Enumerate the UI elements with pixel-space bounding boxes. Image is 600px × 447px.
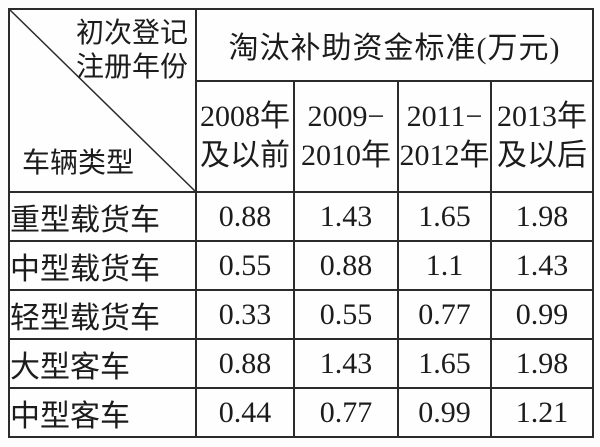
diagonal-divider — [10, 10, 195, 191]
corner-bottom-label: 车辆类型 — [22, 148, 135, 179]
corner-header-cell: 初次登记 注册年份 车辆类型 — [8, 8, 197, 193]
value-cell: 0.88 — [195, 338, 295, 389]
value-cell: 1.43 — [293, 191, 399, 242]
value-cell: 0.99 — [397, 387, 492, 438]
table-title: 淘汰补助资金标准(万元) — [194, 8, 595, 82]
value-cell: 1.43 — [489, 240, 595, 291]
value-cell: 1.1 — [397, 240, 492, 291]
row-label: 轻型载货车 — [8, 289, 197, 340]
header-row-columns: 2008年 及以前 2009− 2010年 2011− 2012年 2013年 … — [9, 79, 595, 194]
row-label: 重型载货车 — [8, 191, 197, 242]
value-cell: 0.88 — [195, 191, 295, 242]
row-label: 中型载货车 — [8, 240, 197, 291]
column-header-2011-2012: 2011− 2012年 — [397, 79, 492, 194]
row-label: 中型客车 — [8, 387, 197, 438]
column-header-2013: 2013年 及以后 — [489, 79, 595, 194]
corner-top-label: 初次登记 注册年份 — [75, 18, 188, 84]
value-cell: 0.77 — [293, 387, 399, 438]
value-cell: 0.88 — [293, 240, 399, 291]
table-row: 中型客车 0.44 0.77 0.99 1.21 — [8, 387, 595, 438]
value-cell: 0.99 — [489, 289, 595, 340]
table-row: 轻型载货车 0.33 0.55 0.77 0.99 — [8, 289, 595, 340]
column-header-2009-2010: 2009− 2010年 — [293, 79, 399, 194]
table-row: 重型载货车 0.88 1.43 1.65 1.98 — [8, 191, 595, 242]
column-header-2008: 2008年 及以前 — [195, 79, 295, 194]
value-cell: 0.33 — [195, 289, 295, 340]
value-cell: 0.77 — [397, 289, 492, 340]
table-row: 大型客车 0.88 1.43 1.65 1.98 — [8, 338, 595, 389]
value-cell: 1.43 — [293, 338, 399, 389]
table-row: 中型载货车 0.55 0.88 1.1 1.43 — [8, 240, 595, 291]
subsidy-table: 初次登记 注册年份 车辆类型 淘汰补助资金标准(万元) 2008年 及以前 20… — [8, 8, 595, 438]
header-row-top: 初次登记 注册年份 车辆类型 淘汰补助资金标准(万元) — [8, 8, 595, 193]
value-cell: 0.55 — [293, 289, 399, 340]
value-cell: 1.65 — [397, 338, 492, 389]
value-cell: 1.21 — [489, 387, 595, 438]
value-cell: 0.44 — [195, 387, 295, 438]
value-cell: 1.65 — [397, 191, 492, 242]
value-cell: 1.98 — [489, 191, 595, 242]
row-label: 大型客车 — [8, 338, 197, 389]
value-cell: 0.55 — [195, 240, 295, 291]
value-cell: 1.98 — [489, 338, 595, 389]
